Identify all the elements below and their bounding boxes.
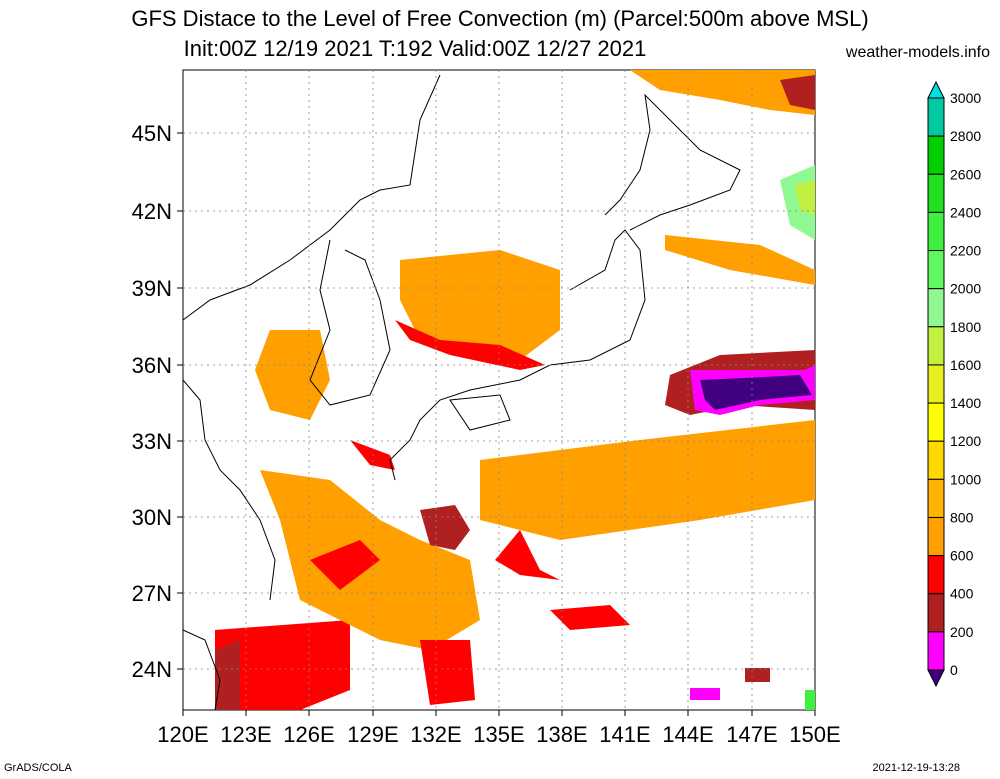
colorbar-swatch: [927, 288, 945, 328]
colorbar-swatch: [927, 326, 945, 366]
lon-label: 132E: [410, 722, 461, 747]
colorbar-swatch: [927, 402, 945, 442]
colorbar-swatch: [927, 173, 945, 213]
colorbar-swatch: [927, 555, 945, 595]
colorbar-cap: [927, 80, 945, 99]
colorbar-label: 1000: [950, 471, 981, 487]
colorbar: 3000280026002400220020001800160014001200…: [927, 80, 981, 688]
lon-label: 129E: [347, 722, 398, 747]
lon-label: 120E: [157, 722, 208, 747]
colorbar-label: 2800: [950, 128, 981, 144]
colorbar-label: 600: [950, 548, 974, 564]
colorbar-swatch: [927, 211, 945, 252]
colorbar-swatch: [927, 593, 945, 633]
coastlines: [182, 74, 741, 711]
colorbar-label: 1200: [950, 433, 981, 449]
colorbar-label: 0: [950, 662, 958, 678]
colorbar-swatch: [927, 440, 945, 480]
lon-label: 138E: [536, 722, 587, 747]
colorbar-label: 2600: [950, 166, 981, 182]
lfc-shading: [215, 70, 815, 710]
lon-label: 147E: [726, 722, 777, 747]
colorbar-swatch: [927, 364, 945, 404]
colorbar-label: 1400: [950, 395, 981, 411]
site-label: weather-models.info: [845, 44, 990, 61]
lat-label: 36N: [132, 353, 172, 378]
colorbar-label: 2000: [950, 281, 981, 297]
colorbar-label: 2200: [950, 243, 981, 259]
colorbar-swatch: [927, 135, 945, 175]
footer-right: 2021-12-19-13:28: [872, 762, 960, 774]
colorbar-label: 1600: [950, 357, 981, 373]
colorbar-swatch: [927, 516, 945, 557]
lat-label: 24N: [132, 657, 172, 682]
colorbar-label: 3000: [950, 90, 981, 106]
map-subtitle: Init:00Z 12/19 2021 T:192 Valid:00Z 12/2…: [183, 36, 647, 61]
colorbar-label: 800: [950, 509, 974, 525]
lon-label: 144E: [662, 722, 713, 747]
colorbar-cap: [927, 669, 945, 688]
footer-left: GrADS/COLA: [4, 762, 72, 774]
map-title: GFS Distace to the Level of Free Convect…: [131, 6, 869, 31]
colorbar-swatch: [927, 97, 945, 137]
colorbar-label: 2400: [950, 204, 981, 220]
grid: [183, 70, 815, 710]
lon-label: 123E: [220, 722, 271, 747]
lat-label: 30N: [132, 505, 172, 530]
colorbar-swatch: [927, 631, 945, 671]
lat-label: 39N: [132, 276, 172, 301]
lat-label: 33N: [132, 429, 172, 454]
colorbar-label: 200: [950, 624, 974, 640]
colorbar-label: 1800: [950, 319, 981, 335]
lat-label: 42N: [132, 199, 172, 224]
lat-label: 27N: [132, 581, 172, 606]
lon-label: 141E: [599, 722, 650, 747]
lon-label: 150E: [789, 722, 840, 747]
lon-label: 126E: [283, 722, 334, 747]
colorbar-swatch: [927, 250, 945, 290]
lat-label: 45N: [132, 121, 172, 146]
lon-label: 135E: [473, 722, 524, 747]
colorbar-label: 400: [950, 586, 974, 602]
colorbar-swatch: [927, 478, 945, 518]
